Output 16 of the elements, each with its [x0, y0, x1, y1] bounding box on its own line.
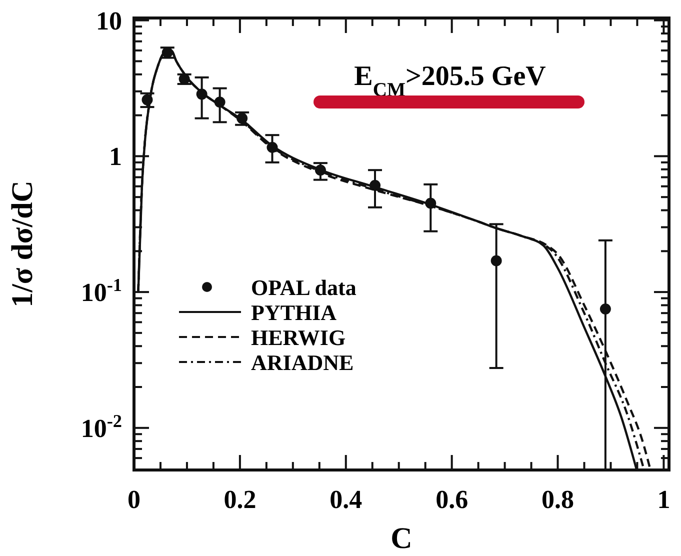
x-tick-label: 0.4 [330, 485, 362, 514]
x-tick-label: 0.2 [224, 485, 256, 514]
y-tick-label: 10$^{-2}$ [80, 410, 122, 443]
y-tick-label: 10 [96, 6, 122, 36]
x-tick-label: 0.8 [542, 485, 574, 514]
x-tick-label: 0 [128, 485, 140, 514]
legend-label: HERWIG [251, 325, 346, 350]
y-axis-title: 1/σ dσ/dC [6, 180, 39, 308]
legend-label: OPAL data [251, 275, 356, 300]
x-axis-title: C [390, 522, 412, 555]
y-tick-label: 1 [109, 142, 122, 172]
x-tick-label: 1 [657, 485, 670, 514]
y-tick-label: 10$^{-1}$ [80, 275, 122, 308]
x-tick-label: 0.6 [436, 485, 468, 514]
legend-label: PYTHIA [251, 300, 337, 325]
legend-label: ARIADNE [251, 350, 354, 375]
